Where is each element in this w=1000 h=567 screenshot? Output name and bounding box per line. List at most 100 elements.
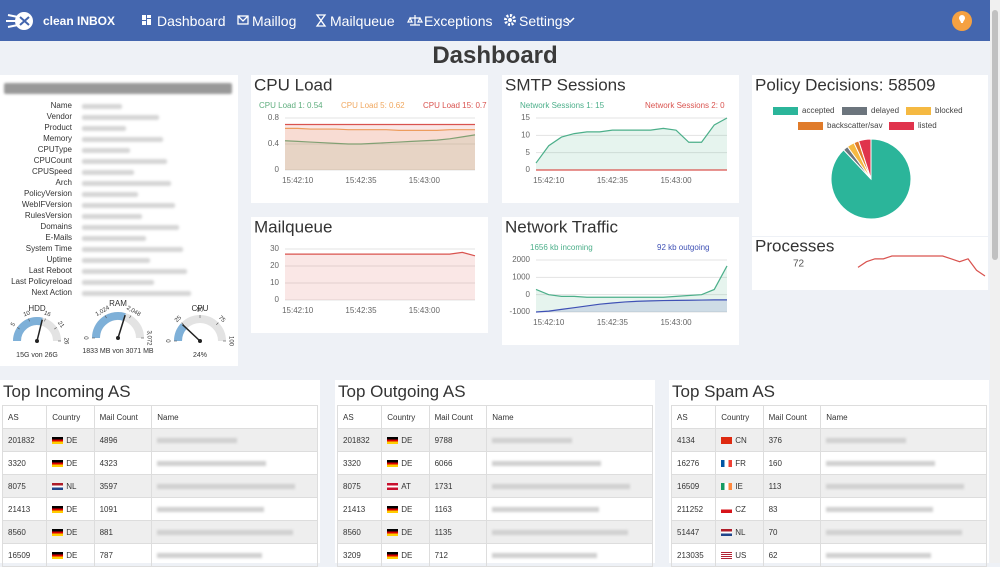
- country: DE: [401, 550, 413, 560]
- system-value-blurred: [82, 247, 183, 252]
- system-label: CPUType: [37, 145, 72, 154]
- country-cell: DE: [381, 428, 430, 452]
- scrollbar[interactable]: [990, 0, 1000, 563]
- country-cell: DE: [46, 543, 95, 567]
- as-number: 16276: [670, 451, 717, 475]
- as-number: 211252: [670, 497, 717, 521]
- flag: [52, 436, 64, 444]
- system-label: Last Reboot: [28, 266, 72, 275]
- flag: [52, 459, 64, 467]
- flag: [52, 551, 64, 559]
- nav-item[interactable]: Maillog: [252, 13, 297, 29]
- cpu-panel: [251, 75, 488, 203]
- country: DE: [66, 527, 78, 537]
- system-value-blurred: [82, 170, 134, 175]
- name-blurred: [820, 451, 987, 475]
- blurred-name: [492, 552, 598, 558]
- mail-count: 9788: [428, 428, 488, 452]
- blurred-name: [492, 529, 629, 535]
- name-blurred: [820, 474, 987, 498]
- blurred-name: [157, 506, 265, 512]
- mail-count: 376: [762, 428, 822, 452]
- flag: [52, 528, 64, 536]
- name-blurred: [151, 428, 318, 452]
- mail-count: 4896: [93, 428, 153, 452]
- column-header: Name: [151, 405, 318, 429]
- country: DE: [66, 550, 78, 560]
- system-label: RulesVersion: [24, 211, 72, 220]
- system-value-blurred: [82, 258, 150, 263]
- system-value-blurred: [82, 203, 175, 208]
- blurred-name: [492, 483, 631, 489]
- as-number: 8075: [336, 474, 383, 498]
- nav-item[interactable]: Exceptions: [424, 13, 493, 29]
- as-table: AS Country Mail Count Name 201832 DE 9788 3320 D…: [336, 405, 653, 567]
- blurred-name: [826, 483, 965, 489]
- mail-count: 6066: [428, 451, 488, 475]
- country-cell: IE: [715, 474, 764, 498]
- blurred-name: [826, 506, 934, 512]
- nav-item[interactable]: Mailqueue: [330, 13, 395, 29]
- system-value-blurred: [82, 181, 171, 186]
- system-value-blurred: [82, 137, 163, 142]
- table-row: 201832 DE 9788: [336, 428, 653, 452]
- nav-item[interactable]: Settings: [519, 13, 570, 29]
- table-row: 8560 DE 881: [1, 520, 318, 544]
- header-row: AS Country Mail Count Name: [1, 405, 318, 429]
- table-title: Top Incoming AS: [3, 382, 131, 401]
- system-value-blurred: [82, 148, 130, 153]
- country: DE: [66, 435, 78, 445]
- system-label: Next Action: [31, 288, 72, 297]
- as-number: 21413: [336, 497, 383, 521]
- table-row: 3320 DE 4323: [1, 451, 318, 475]
- country-cell: DE: [46, 497, 95, 521]
- country-cell: DE: [381, 451, 430, 475]
- table-row: 16509 IE 113: [670, 474, 987, 498]
- navbar: clean INBOX Dashboard Maillog Mailqueue …: [0, 0, 990, 41]
- country-cell: DE: [381, 497, 430, 521]
- mail-count: 1731: [428, 474, 488, 498]
- as-number: 8560: [336, 520, 383, 544]
- table-row: 51447 NL 70: [670, 520, 987, 544]
- mail-count: 70: [762, 520, 822, 544]
- system-label: Vendor: [46, 112, 72, 121]
- system-title-blurred: [4, 83, 232, 94]
- logo: [6, 12, 33, 30]
- table-row: 16276 FR 160: [670, 451, 987, 475]
- system-value-blurred: [82, 126, 126, 131]
- column-header: Mail Count: [93, 405, 153, 429]
- name-blurred: [486, 497, 653, 521]
- system-value-blurred: [82, 269, 187, 274]
- brand[interactable]: clean INBOX: [43, 14, 116, 28]
- table-row: 201832 DE 4896: [1, 428, 318, 452]
- flag: [721, 459, 733, 467]
- system-label: Arch: [55, 178, 72, 187]
- country-cell: DE: [46, 428, 95, 452]
- system-value-blurred: [82, 115, 159, 120]
- country-cell: NL: [715, 520, 764, 544]
- name-blurred: [151, 474, 318, 498]
- mail-count: 113: [762, 474, 822, 498]
- blurred-name: [157, 483, 296, 489]
- system-value-blurred: [82, 159, 167, 164]
- nav-item[interactable]: Dashboard: [157, 13, 226, 29]
- as-number: 8560: [1, 520, 48, 544]
- blurred-name: [492, 460, 602, 466]
- name-blurred: [151, 520, 318, 544]
- name-blurred: [820, 497, 987, 521]
- table-row: 211252 CZ 83: [670, 497, 987, 521]
- processes-panel: [752, 237, 988, 290]
- smtp-panel: [502, 75, 739, 203]
- column-header: Country: [381, 405, 430, 429]
- mail-count: 881: [93, 520, 153, 544]
- flag: [387, 482, 399, 490]
- name-blurred: [820, 428, 987, 452]
- policy-panel: [752, 75, 988, 236]
- country: DE: [401, 458, 413, 468]
- table-row: 16509 DE 787: [1, 543, 318, 567]
- column-header: Name: [486, 405, 653, 429]
- mail-count: 787: [93, 543, 153, 567]
- system-label: CPUCount: [33, 156, 72, 165]
- country: US: [735, 550, 747, 560]
